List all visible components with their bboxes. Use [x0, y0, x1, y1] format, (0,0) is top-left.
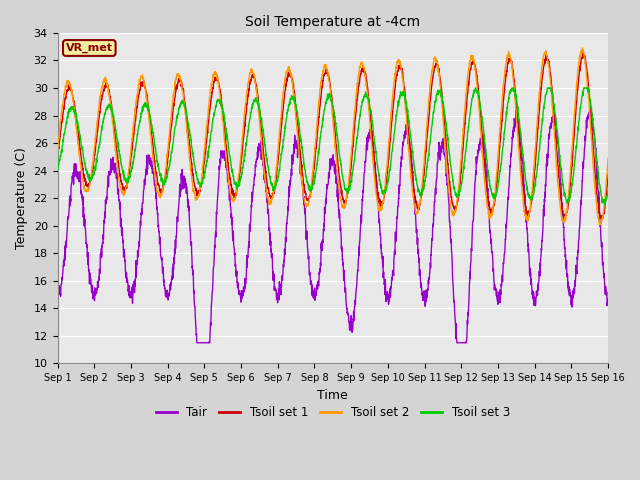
Text: VR_met: VR_met [66, 43, 113, 53]
Title: Soil Temperature at -4cm: Soil Temperature at -4cm [245, 15, 420, 29]
X-axis label: Time: Time [317, 389, 348, 402]
Legend: Tair, Tsoil set 1, Tsoil set 2, Tsoil set 3: Tair, Tsoil set 1, Tsoil set 2, Tsoil se… [151, 401, 515, 423]
Y-axis label: Temperature (C): Temperature (C) [15, 147, 28, 249]
